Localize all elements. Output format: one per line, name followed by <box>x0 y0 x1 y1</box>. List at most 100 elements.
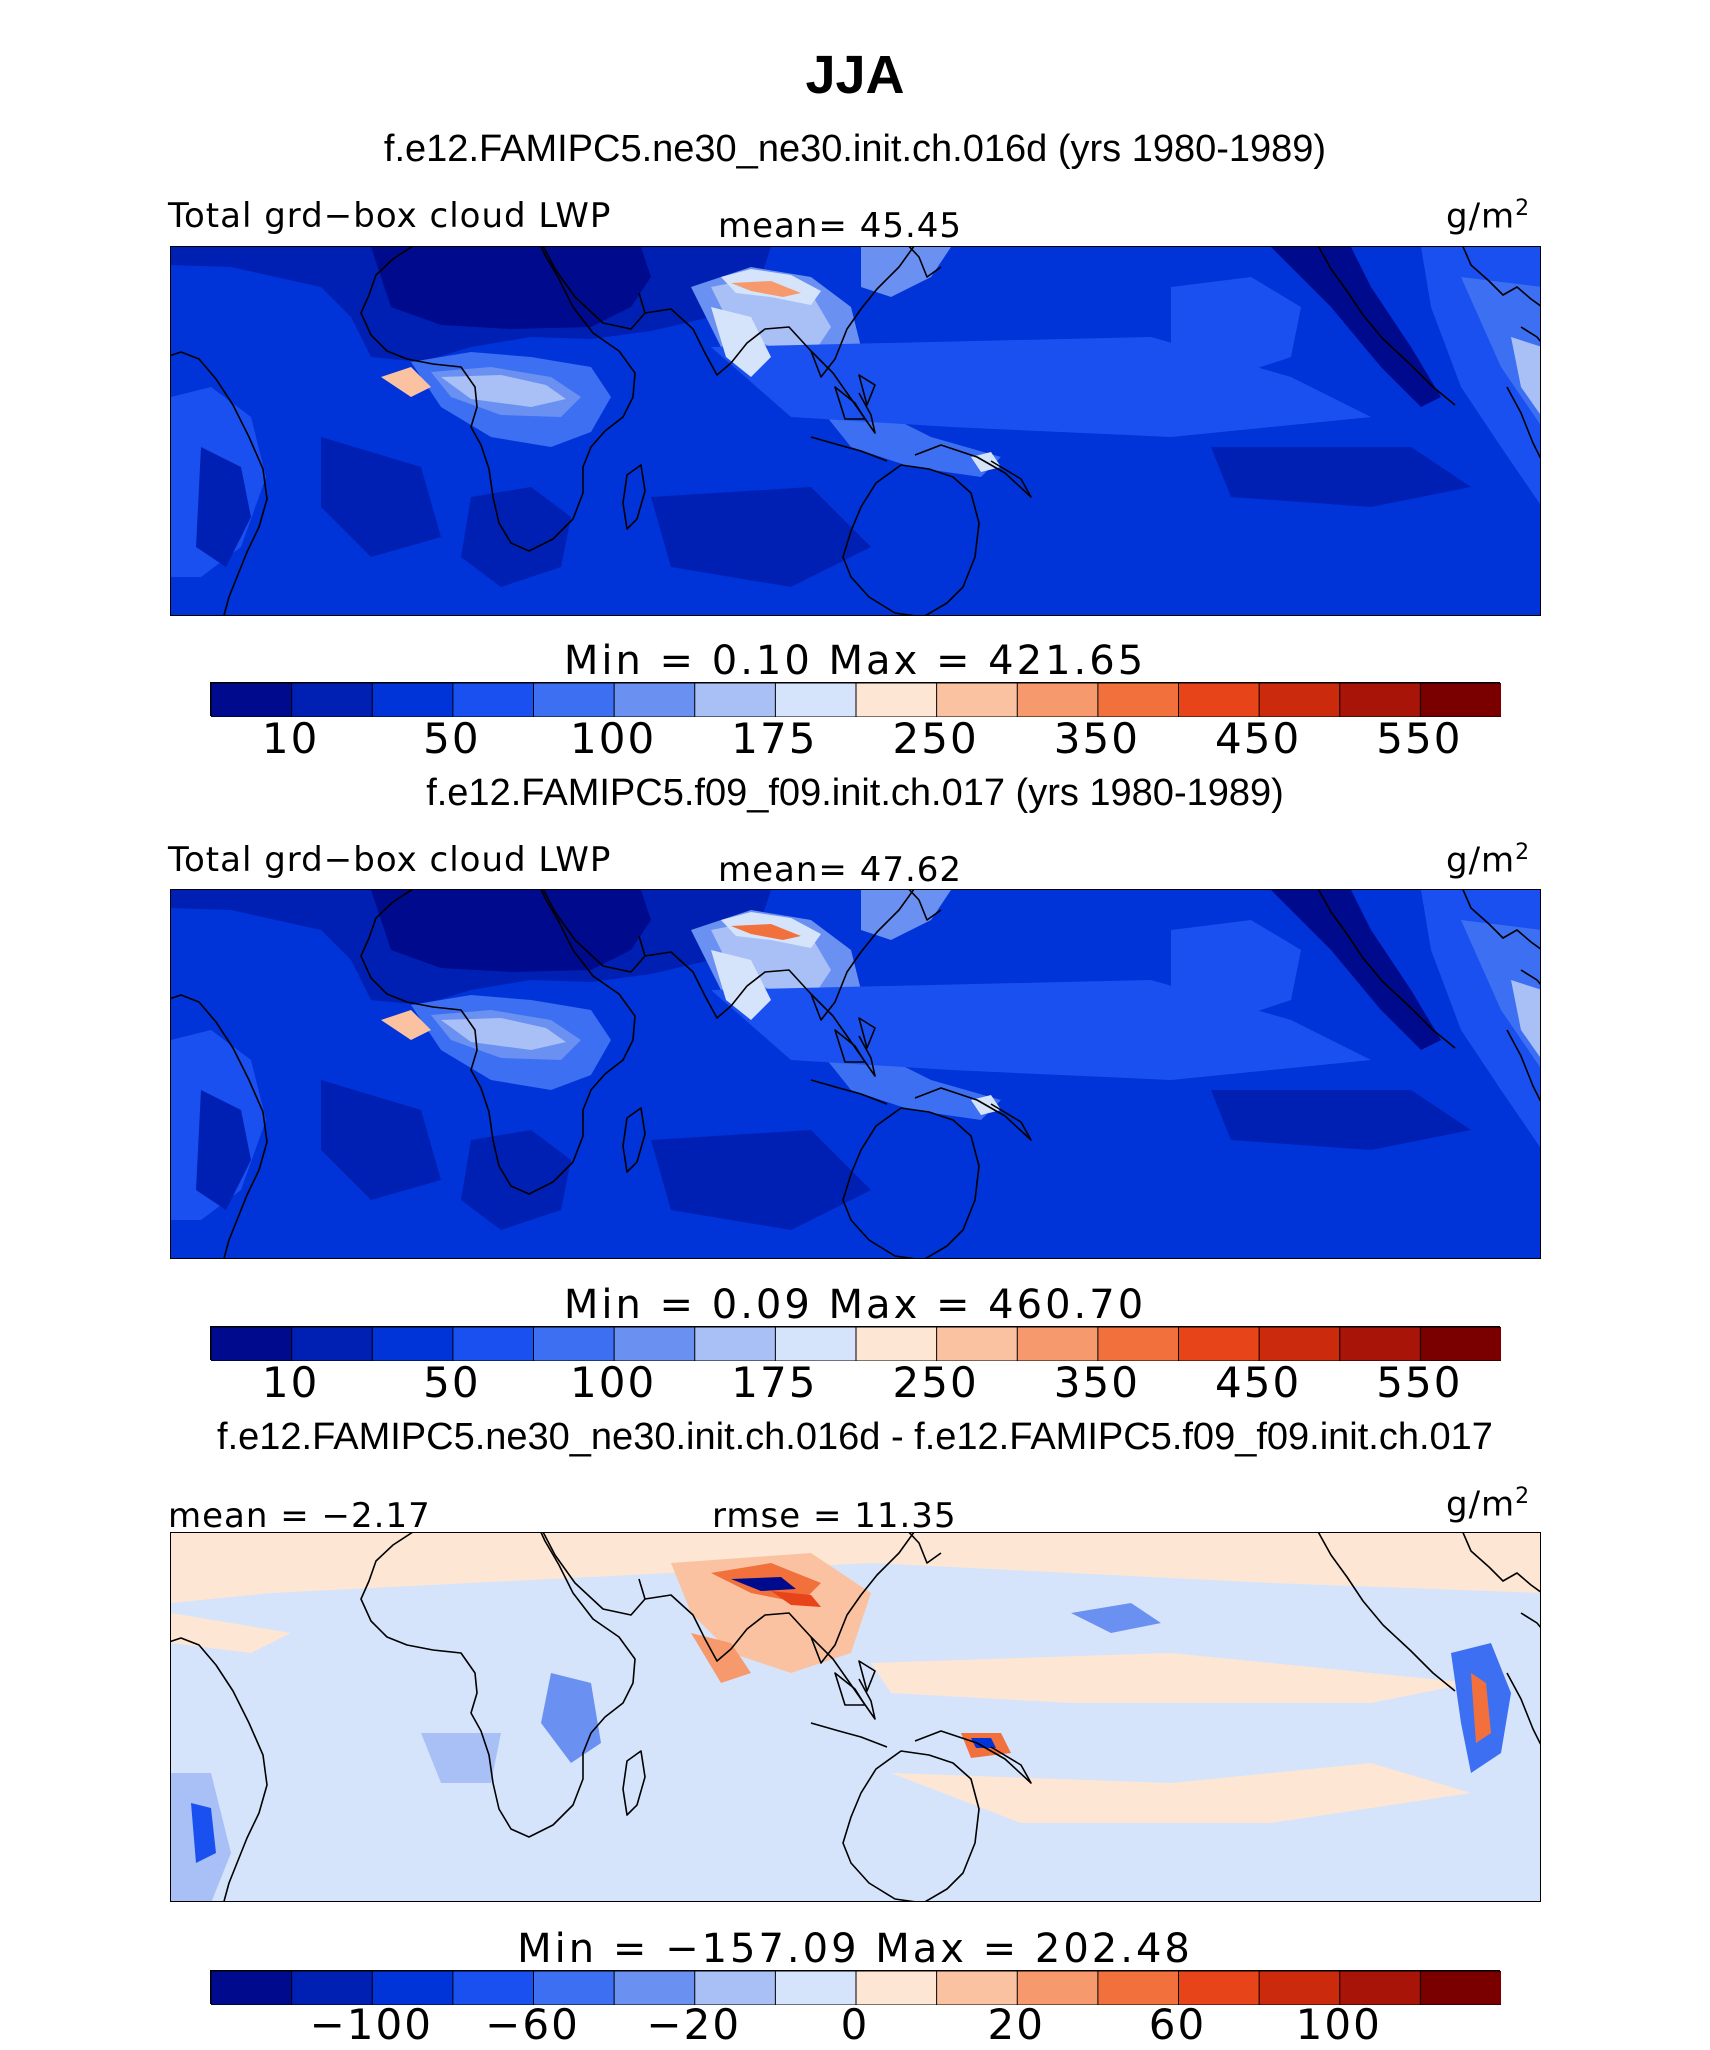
colorbar-swatch <box>1178 683 1261 717</box>
colorbar-swatch <box>936 683 1019 717</box>
coastline <box>908 890 942 921</box>
colorbar-tick-label: 60 <box>1148 2000 1207 2049</box>
colorbar-tick-label: 175 <box>731 1358 818 1407</box>
coastline <box>360 247 636 552</box>
panel-1-case-title: f.e12.FAMIPC5.ne30_ne30.init.ch.016d (yr… <box>383 128 1327 170</box>
colorbar-swatch <box>452 683 535 717</box>
colorbar-tick-label: 50 <box>423 714 481 763</box>
colorbar-swatch <box>291 1971 374 2005</box>
colorbar-tick-label: −60 <box>485 2000 580 2049</box>
colorbar-swatch <box>533 683 616 717</box>
coastline <box>644 247 915 378</box>
field-contour <box>371 247 651 329</box>
colorbar-swatch <box>1016 1327 1099 1361</box>
field-contour <box>711 337 1371 437</box>
field-contour <box>371 890 651 972</box>
colorbar-tick-label: −100 <box>309 2000 433 2049</box>
coastline <box>1317 247 1456 406</box>
panel-2-min-max: Min = 0.09 Max = 460.70 <box>563 1282 1147 1328</box>
field-contour <box>711 980 1371 1080</box>
panel-3-map <box>170 1532 1541 1902</box>
colorbar-tick-label: 550 <box>1376 1358 1463 1407</box>
coastline <box>622 464 646 530</box>
colorbar-swatch <box>1097 1327 1180 1361</box>
coastline <box>622 1750 646 1816</box>
colorbar-swatch <box>371 1327 454 1361</box>
colorbar-swatch <box>855 1327 938 1361</box>
field-contour <box>1511 337 1540 415</box>
coastline <box>908 247 942 278</box>
colorbar-tick-label: 10 <box>261 1358 320 1407</box>
colorbar-swatch <box>774 1327 857 1361</box>
coastline <box>914 1730 1032 1784</box>
field-contour <box>1211 447 1471 507</box>
colorbar-tick-label: 450 <box>1215 714 1302 763</box>
panel-2-case-title: f.e12.FAMIPC5.f09_f09.init.ch.017 (yrs 1… <box>426 772 1284 814</box>
panel-3-colorbar-ticks: −100 −60 −20 0 20 60 100 <box>0 2000 1710 2050</box>
coastline <box>171 994 268 1258</box>
coastline <box>644 890 915 1021</box>
colorbar-swatch <box>452 1327 535 1361</box>
panel-2-colorbar <box>210 1326 1501 1361</box>
colorbar-swatch <box>452 1971 535 2005</box>
colorbar-swatch <box>211 683 293 717</box>
colorbar-swatch <box>694 1327 777 1361</box>
colorbar-tick-label: −20 <box>646 2000 742 2049</box>
colorbar-swatch <box>1258 683 1341 717</box>
field-contour <box>731 281 801 297</box>
coastline <box>1462 1533 1540 1593</box>
coastline <box>1462 890 1540 950</box>
colorbar-swatch <box>1419 1971 1501 2005</box>
colorbar-swatch <box>1178 1327 1261 1361</box>
colorbar-swatch <box>1339 1971 1422 2005</box>
coastline <box>858 374 876 406</box>
field-contour <box>381 1010 431 1040</box>
panel-3-mean-label: mean = −2.17 <box>168 1496 431 1536</box>
coastline <box>1520 1612 1540 1628</box>
panel-3-units-label: g/m2 <box>1446 1484 1531 1525</box>
coastline <box>1506 1029 1540 1102</box>
colorbar-tick-label: 100 <box>1295 2000 1382 2049</box>
coastline <box>908 1533 942 1564</box>
field-contour <box>171 1613 291 1653</box>
colorbar-tick-label: 350 <box>1053 714 1140 763</box>
panel-1-colorbar-ticks: 10 50 100 175 250 350 450 550 <box>0 714 1710 764</box>
colorbar-swatch <box>613 1327 696 1361</box>
panel-2-variable-label: Total grd−box cloud LWP <box>168 840 612 880</box>
panel-1-colorbar <box>210 682 1501 717</box>
figure-title: JJA <box>805 45 905 105</box>
field-contour <box>191 1803 216 1863</box>
coastline <box>914 1087 1032 1141</box>
coastline <box>622 1107 646 1173</box>
field-contour <box>861 890 951 940</box>
panel-1-min-max: Min = 0.10 Max = 421.65 <box>563 638 1147 684</box>
field-contour <box>1271 890 1441 1050</box>
field-contour <box>861 247 951 297</box>
colorbar-swatch <box>1419 1327 1501 1361</box>
colorbar-swatch <box>613 683 696 717</box>
coastline <box>834 1029 866 1063</box>
colorbar-swatch <box>533 1327 616 1361</box>
panel-2-map <box>170 889 1541 1259</box>
field-contour <box>771 1591 821 1607</box>
coastline <box>171 351 268 615</box>
coastline <box>171 1637 268 1901</box>
field-contour <box>971 1738 996 1748</box>
panel-3-map-plot <box>171 1533 1540 1901</box>
coastline <box>360 1533 636 1838</box>
colorbar-swatch <box>371 683 454 717</box>
colorbar-swatch <box>1419 683 1501 717</box>
coastline <box>360 890 636 1195</box>
coastline <box>858 1017 876 1049</box>
panel-1-units-label: g/m2 <box>1446 196 1531 237</box>
coastline <box>1520 326 1540 342</box>
colorbar-swatch <box>1258 1327 1341 1361</box>
panel-2-map-plot <box>171 890 1540 1258</box>
field-contour <box>711 950 771 1020</box>
colorbar-tick-label: 550 <box>1376 714 1463 763</box>
colorbar-tick-label: 175 <box>731 714 818 763</box>
coastline <box>1317 1533 1456 1692</box>
colorbar-swatch <box>774 683 857 717</box>
panel-1-variable-label: Total grd−box cloud LWP <box>168 196 612 236</box>
colorbar-swatch <box>1016 683 1099 717</box>
